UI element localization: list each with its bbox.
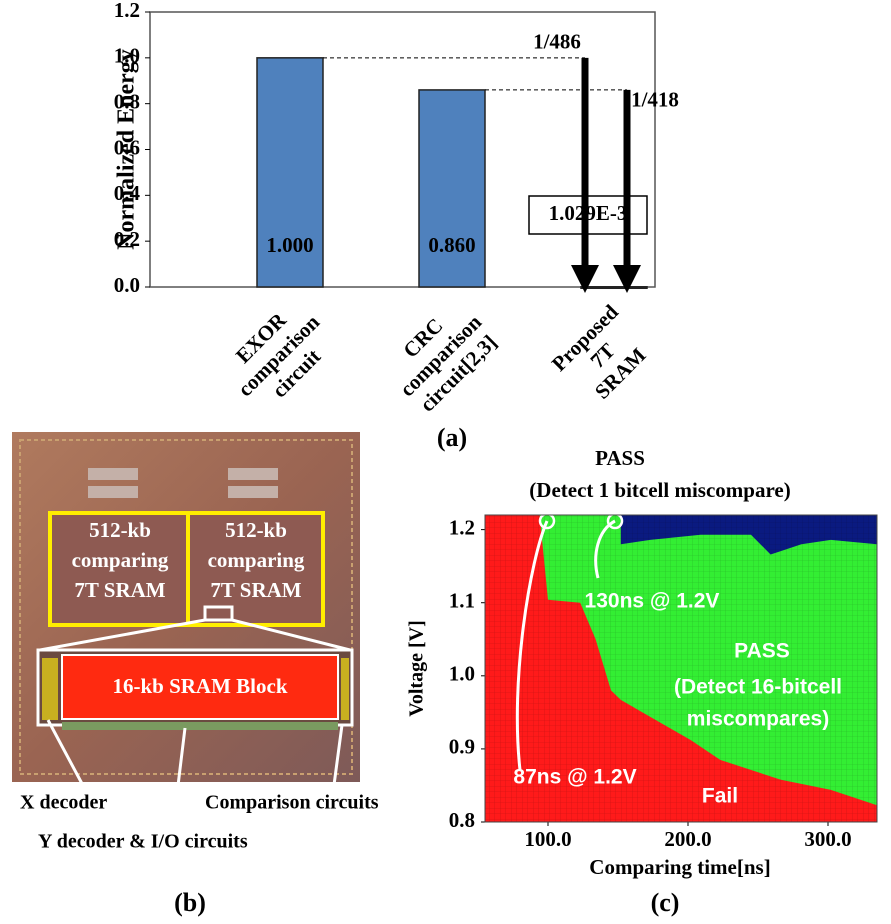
array-label: comparing xyxy=(208,548,305,572)
block-label: 16-kb SRAM Block xyxy=(112,674,287,698)
annotation: Fail xyxy=(702,785,738,808)
annotation: (Detect 1 bitcell miscompare) xyxy=(529,478,790,502)
annotation: PASS xyxy=(595,446,645,470)
y-axis-label: Voltage [V] xyxy=(406,620,428,716)
y-tick-label: 0.8 xyxy=(449,808,475,832)
annotation: 1/418 xyxy=(631,88,679,112)
annotation: (Detect 16-bitcell xyxy=(674,676,842,699)
x-tick-label: 200.0 xyxy=(664,827,711,851)
y-axis-label: Normalized Energy xyxy=(114,49,140,250)
x-tick-label: Proposed7TSRAM xyxy=(547,300,659,412)
annotation: PASS xyxy=(734,640,790,663)
x-axis-label: Comparing time[ns] xyxy=(589,855,770,879)
panel-label: (b) xyxy=(174,888,206,917)
callout-label: Y decoder & I/O circuits xyxy=(38,831,248,853)
array-label: 512-kb xyxy=(89,518,151,542)
die-photo xyxy=(12,432,360,835)
array-label: comparing xyxy=(72,548,169,572)
x-tick-label: EXORcomparisoncircuit xyxy=(215,292,342,419)
y-tick-label: 1.2 xyxy=(449,515,475,539)
x-tick-label: 100.0 xyxy=(524,827,571,851)
x-tick-label: 300.0 xyxy=(804,827,851,851)
x-decoder xyxy=(42,658,58,720)
figure: 0.00.20.40.60.81.01.2Normalized Energy1.… xyxy=(0,0,891,924)
y-decoder xyxy=(62,722,338,730)
y-tick-label: 0.0 xyxy=(114,273,140,297)
array-label: 512-kb xyxy=(225,518,287,542)
annotation: 87ns @ 1.2V xyxy=(513,766,636,789)
annotation: 130ns @ 1.2V xyxy=(585,590,720,613)
value-label: 1.000 xyxy=(266,233,313,257)
panel-label: (a) xyxy=(437,423,467,452)
callout-label: X decoder xyxy=(20,792,107,814)
panel-label: (c) xyxy=(651,888,680,917)
comparison-circuit xyxy=(341,658,349,720)
annotation: 1/486 xyxy=(533,30,581,54)
y-tick-label: 1.0 xyxy=(449,662,475,686)
x-tick-label: CRCcomparisoncircuit[2,3] xyxy=(377,292,504,419)
y-tick-label: 1.1 xyxy=(449,589,475,613)
bar xyxy=(581,287,647,289)
y-tick-label: 0.9 xyxy=(449,735,475,759)
annotation: miscompares) xyxy=(687,708,829,731)
array-label: 7T SRAM xyxy=(210,578,301,602)
value-label: 0.860 xyxy=(428,233,475,257)
array-label: 7T SRAM xyxy=(74,578,165,602)
bar xyxy=(419,90,485,287)
y-tick-label: 1.2 xyxy=(114,0,140,22)
callout-label: Comparison circuits xyxy=(205,792,379,814)
